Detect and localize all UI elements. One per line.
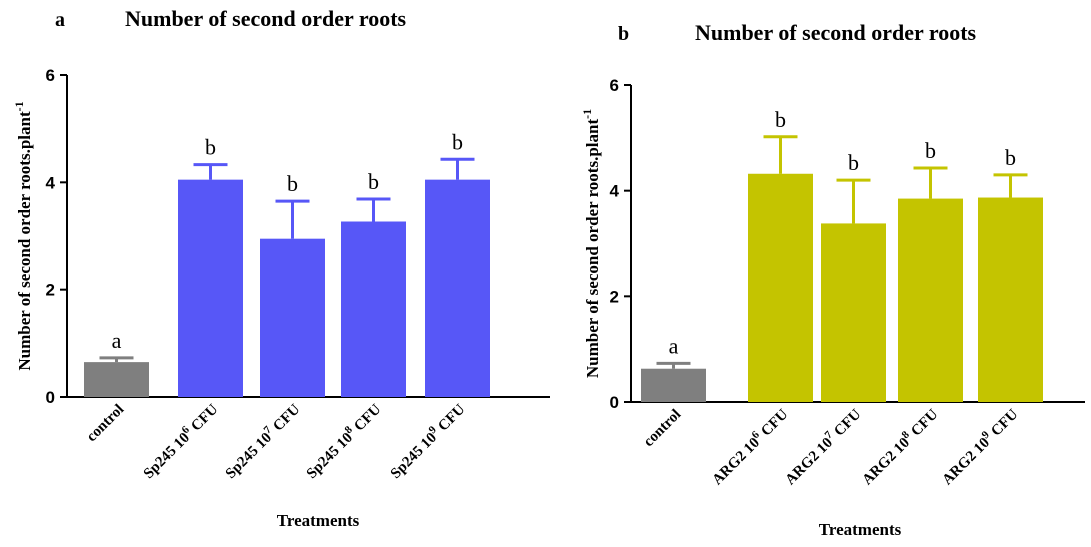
y-axis-label: Number of second order roots.plant-1 <box>12 101 34 370</box>
bar <box>84 362 149 397</box>
significance-label: b <box>368 169 379 194</box>
x-tick-label: Sp245 106 CFU <box>139 399 222 482</box>
chart-panel-a: a Number of second order roots 0 2 4 6 Number … <box>12 6 550 530</box>
significance-label: b <box>205 135 216 160</box>
x-axis-label: Treatments <box>277 511 360 530</box>
x-tick-label: Sp245 108 CFU <box>302 399 385 482</box>
bar <box>425 179 490 397</box>
significance-label: b <box>775 107 786 132</box>
y-tick-label: 6 <box>610 76 619 95</box>
y-tick-label: 4 <box>610 182 620 201</box>
panel-letter: b <box>618 23 629 45</box>
x-tick-label: ARG2 107 CFU <box>780 404 864 488</box>
x-tick-label: control <box>641 407 685 451</box>
y-tick-label: 6 <box>46 66 55 85</box>
significance-label: b <box>452 129 463 154</box>
x-tick-label: Sp245 109 CFU <box>386 399 469 482</box>
y-tick-label: 0 <box>46 388 55 407</box>
y-tick-label: 2 <box>610 287 619 306</box>
bar <box>821 223 886 402</box>
bar <box>260 238 325 397</box>
chart-title: Number of second order roots <box>125 6 407 31</box>
y-tick-label: 4 <box>46 173 56 192</box>
bar <box>641 368 706 402</box>
panel-letter: a <box>55 9 65 31</box>
chart-panel-b: b Number of second order roots 0 2 4 6 Number … <box>580 20 1085 539</box>
bar <box>898 198 963 402</box>
bar <box>748 173 813 402</box>
x-tick-label: Sp245 107 CFU <box>221 399 304 482</box>
significance-label: b <box>287 171 298 196</box>
x-axis-label: Treatments <box>819 520 902 539</box>
bar <box>341 221 406 397</box>
x-tick-label: control <box>84 402 128 446</box>
y-tick-label: 2 <box>46 281 55 300</box>
significance-label: b <box>848 150 859 175</box>
x-tick-label: ARG2 108 CFU <box>857 404 941 488</box>
y-tick-label: 0 <box>610 393 619 412</box>
chart-title: Number of second order roots <box>695 20 977 45</box>
y-axis-label: Number of second order roots.plant-1 <box>580 109 602 378</box>
bar <box>178 179 243 397</box>
significance-label: b <box>1005 145 1016 170</box>
significance-label: a <box>112 328 122 353</box>
x-tick-label: ARG2 106 CFU <box>707 404 791 488</box>
bar <box>978 197 1043 402</box>
significance-label: a <box>669 333 679 358</box>
significance-label: b <box>925 138 936 163</box>
x-tick-label: ARG2 109 CFU <box>937 404 1021 488</box>
